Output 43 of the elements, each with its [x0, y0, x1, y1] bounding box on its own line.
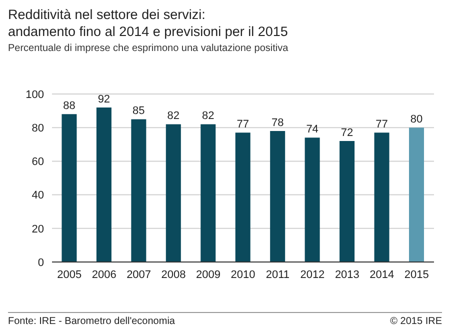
bar [131, 119, 146, 262]
x-tick-label: 2010 [230, 268, 256, 281]
data-label: 92 [98, 93, 110, 106]
y-tick-label: 80 [32, 122, 44, 135]
chart-title: Redditività nel settore dei servizi: andamento fino al 2014 e previsioni per il 2015 [8, 6, 289, 40]
bar [340, 141, 355, 262]
data-label: 80 [410, 114, 423, 126]
bar [408, 128, 424, 262]
x-tick-label: 2005 [57, 268, 82, 281]
bar [62, 114, 77, 262]
y-tick-label: 40 [32, 190, 44, 202]
bar [166, 124, 181, 262]
bar [96, 107, 112, 262]
data-label: 78 [271, 116, 284, 129]
x-tick-label: 2013 [334, 268, 360, 281]
y-tick-label: 20 [32, 223, 44, 236]
y-tick-label: 0 [38, 256, 44, 269]
x-tick-label: 2014 [370, 268, 394, 281]
bar [374, 132, 390, 262]
x-tick-label: 2007 [126, 268, 152, 281]
data-label: 77 [236, 118, 249, 131]
data-label: 82 [167, 110, 180, 122]
x-tick-label: 2011 [266, 268, 290, 281]
chart-subtitle: Percentuale di imprese che esprimono una valutazione positiva [8, 43, 290, 54]
bar [200, 124, 216, 262]
bar [235, 132, 250, 262]
x-tick-label: 2015 [404, 268, 429, 281]
y-tick-label: 100 [26, 88, 44, 101]
data-label: 72 [340, 127, 354, 140]
data-label: 88 [63, 100, 76, 112]
bar [304, 138, 320, 262]
x-tick-label: 2008 [161, 268, 186, 281]
data-label: 77 [376, 118, 388, 131]
bar [270, 130, 286, 262]
data-label: 82 [202, 110, 214, 122]
text: © 2015 IRE [390, 316, 442, 327]
x-tick-label: 2006 [92, 268, 116, 281]
data-label: 74 [306, 124, 318, 136]
x-tick-label: 2012 [300, 268, 325, 281]
data-label: 85 [132, 105, 145, 118]
source-note: Fonte: IRE - Barometro dell'economia [8, 316, 175, 327]
y-tick-label: 60 [32, 156, 44, 168]
x-tick-label: 2009 [196, 268, 221, 281]
